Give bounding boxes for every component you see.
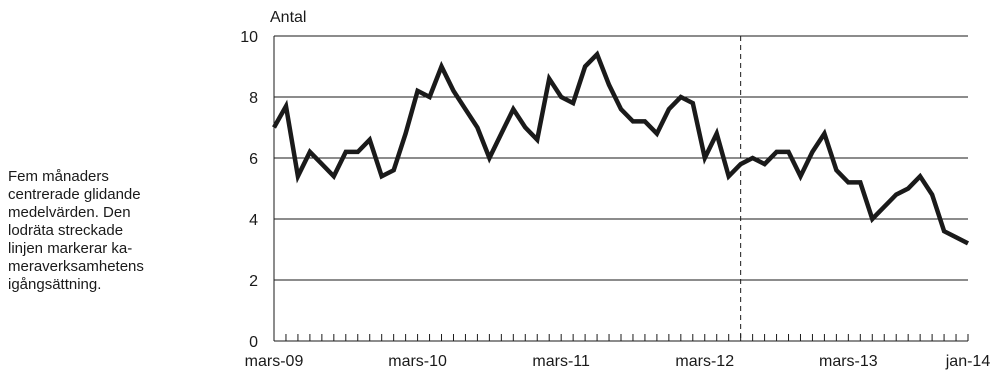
note-line: igångsättning. — [8, 276, 102, 293]
y-axis-title: Antal — [270, 9, 306, 26]
x-tick-label: mars-10 — [388, 353, 447, 370]
gridlines — [274, 35, 968, 281]
y-tick-label: 10 — [240, 29, 258, 46]
y-tick-label: 0 — [249, 334, 258, 351]
y-tick-label: 8 — [249, 90, 258, 107]
y-tick-label: 2 — [249, 273, 258, 290]
series-line — [272, 50, 970, 246]
x-tick-label: mars-12 — [675, 353, 734, 370]
note-line: medelvärden. Den — [8, 204, 131, 221]
chart-note: Fem månaders centrerade glidande medelvärd… — [8, 168, 203, 294]
note-line: Fem månaders — [8, 168, 109, 185]
x-tick-label: jan-14 — [945, 353, 991, 370]
note-line: linjen markerar ka- — [8, 240, 133, 257]
y-tick-label: 6 — [249, 151, 258, 168]
y-tick-label: 4 — [249, 212, 258, 229]
x-tick-label: mars-09 — [245, 353, 304, 370]
note-line: centrerade glidande — [8, 186, 141, 203]
x-tick-label: mars-13 — [819, 353, 878, 370]
x-ticks — [273, 334, 969, 341]
tick-labels: 0 2 4 6 8 10 mars-09 mars-10 mars-11 mars-12 mars-… — [240, 29, 990, 370]
note-line: lodräta streckade — [8, 222, 124, 239]
note-line: meraverksamhetens — [8, 258, 144, 275]
x-tick-label: mars-11 — [532, 353, 590, 370]
